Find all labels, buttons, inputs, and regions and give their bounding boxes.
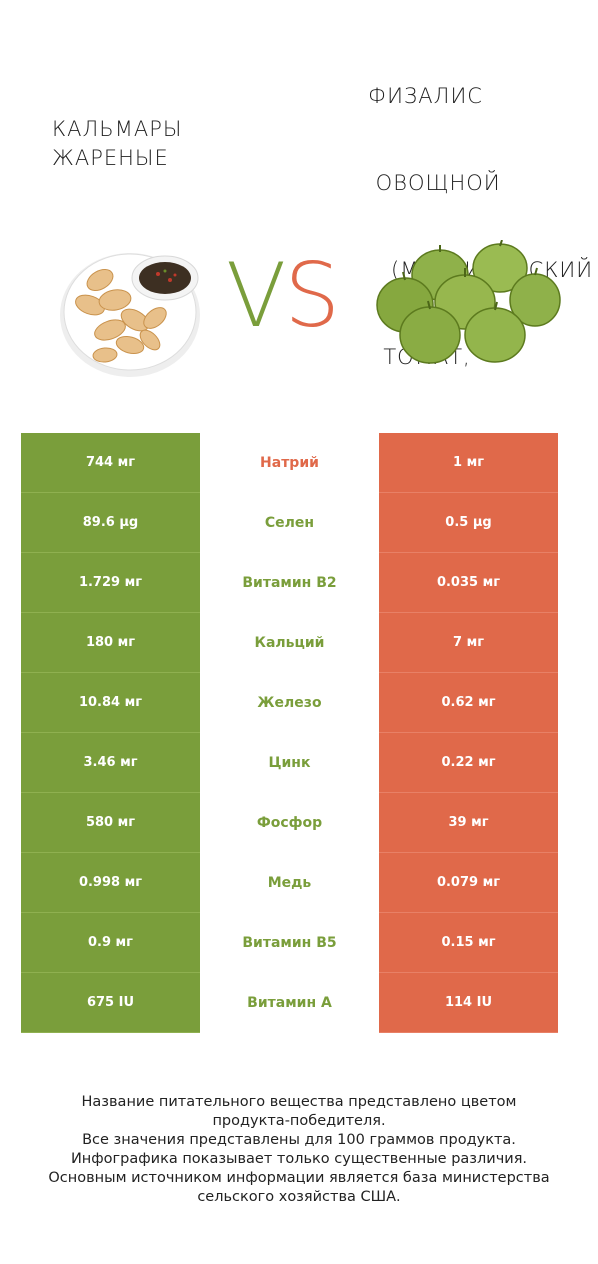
footer-line: Основным источником информации является … — [48, 1170, 550, 1186]
left-value: 180 мг — [21, 613, 200, 673]
table-row: 0.998 мг Медь 0.079 мг — [21, 853, 558, 913]
nutrient-name: Кальций — [200, 613, 379, 673]
footer-line: сельского хозяйства США. — [197, 1189, 401, 1205]
fried-squid-plate-icon — [60, 253, 200, 377]
left-value: 0.998 мг — [21, 853, 200, 913]
left-title-line: КАЛЬМАРЫ — [52, 117, 183, 141]
table-row: 89.6 µg Селен 0.5 µg — [21, 493, 558, 553]
table-row: 580 мг Фосфор 39 мг — [21, 793, 558, 853]
left-value: 675 IU — [21, 973, 200, 1033]
table-row: 0.9 мг Витамин B5 0.15 мг — [21, 913, 558, 973]
nutrient-name: Витамин B5 — [200, 913, 379, 973]
nutrient-name: Витамин A — [200, 973, 379, 1033]
right-value: 114 IU — [379, 973, 558, 1033]
right-value: 0.22 мг — [379, 733, 558, 793]
nutrient-name: Цинк — [200, 733, 379, 793]
left-value: 89.6 µg — [21, 493, 200, 553]
footer-notes: Название питательного вещества представл… — [0, 1093, 598, 1207]
nutrient-name: Витамин B2 — [200, 553, 379, 613]
nutrient-name: Медь — [200, 853, 379, 913]
table-row: 675 IU Витамин A 114 IU — [21, 973, 558, 1033]
table-row: 3.46 мг Цинк 0.22 мг — [21, 733, 558, 793]
table-row: 1.729 мг Витамин B2 0.035 мг — [21, 553, 558, 613]
table-row: 10.84 мг Железо 0.62 мг — [21, 673, 558, 733]
right-value: 0.035 мг — [379, 553, 558, 613]
left-value: 1.729 мг — [21, 553, 200, 613]
nutrient-name: Натрий — [200, 433, 379, 493]
table-row: 180 мг Кальций 7 мг — [21, 613, 558, 673]
nutrient-name: Фосфор — [200, 793, 379, 853]
right-value: 0.15 мг — [379, 913, 558, 973]
left-value: 3.46 мг — [21, 733, 200, 793]
right-title-line: ФИЗАЛИС — [368, 84, 483, 108]
nutrient-name: Селен — [200, 493, 379, 553]
vs-s-letter: S — [284, 244, 340, 347]
nutrient-comparison-table: 744 мг Натрий 1 мг 89.6 µg Селен 0.5 µg 1.729 … — [21, 433, 558, 1033]
left-title-line: ЖАРЕНЫЕ — [52, 146, 169, 170]
footer-line: продукта-победителя. — [212, 1113, 386, 1129]
right-value: 39 мг — [379, 793, 558, 853]
right-title-line: ОВОЩНОЙ — [368, 171, 501, 195]
right-value: 0.62 мг — [379, 673, 558, 733]
left-value: 744 мг — [21, 433, 200, 493]
table-row: 744 мг Натрий 1 мг — [21, 433, 558, 493]
left-food-title: КАЛЬМАРЫ ЖАРЕНЫЕ — [52, 115, 222, 173]
vs-label: VS — [226, 244, 340, 347]
right-value: 0.079 мг — [379, 853, 558, 913]
footer-line: Название питательного вещества представл… — [81, 1094, 517, 1110]
left-value: 580 мг — [21, 793, 200, 853]
right-value: 0.5 µg — [379, 493, 558, 553]
footer-line: Инфографика показывает только существенн… — [70, 1151, 528, 1167]
right-value: 1 мг — [379, 433, 558, 493]
nutrient-name: Железо — [200, 673, 379, 733]
vs-v-letter: V — [226, 244, 286, 347]
right-value: 7 мг — [379, 613, 558, 673]
tomatillo-icon — [376, 240, 561, 364]
footer-line: Все значения представлены для 100 граммо… — [82, 1132, 516, 1148]
left-value: 10.84 мг — [21, 673, 200, 733]
left-value: 0.9 мг — [21, 913, 200, 973]
